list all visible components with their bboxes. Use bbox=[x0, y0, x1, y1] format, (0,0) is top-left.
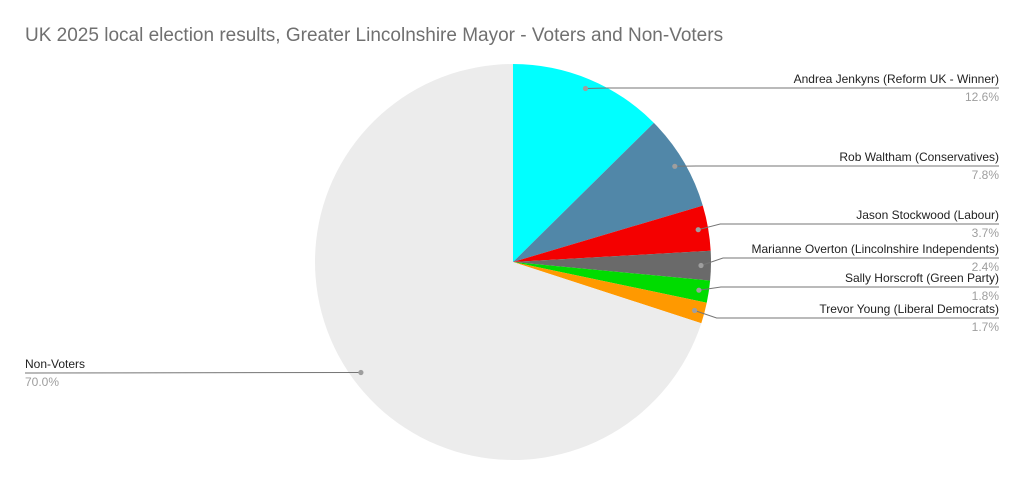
slice-label-andrea-jenkyns-reform-uk-winner: Andrea Jenkyns (Reform UK - Winner) bbox=[793, 72, 999, 86]
pie-slice-rob-waltham-conservatives[interactable] bbox=[513, 122, 703, 262]
slice-percent-trevor-young-liberal-democrats: 1.7% bbox=[971, 320, 999, 334]
leader-line-non-voters bbox=[24, 372, 361, 374]
pie-slice-marianne-overton-lincolnshire-independents[interactable] bbox=[513, 250, 711, 281]
leader-dot-trevor-young-liberal-democrats bbox=[692, 307, 698, 314]
pie-slice-sally-horscroft-green-party[interactable] bbox=[513, 262, 711, 303]
leader-line-marianne-overton-lincolnshire-independents bbox=[700, 257, 999, 266]
slice-percent-non-voters: 70.0% bbox=[25, 375, 60, 389]
leader-line-trevor-young-liberal-democrats bbox=[694, 310, 999, 319]
slice-percent-rob-waltham-conservatives: 7.8% bbox=[971, 168, 999, 182]
leader-dot-jason-stockwood-labour bbox=[695, 227, 701, 233]
slice-percent-marianne-overton-lincolnshire-independents: 2.4% bbox=[971, 260, 999, 274]
leader-line-sally-horscroft-green-party bbox=[698, 286, 999, 291]
slice-label-trevor-young-liberal-democrats: Trevor Young (Liberal Democrats) bbox=[819, 302, 999, 316]
slice-label-jason-stockwood-labour: Jason Stockwood (Labour) bbox=[856, 208, 999, 222]
leader-line-andrea-jenkyns-reform-uk-winner bbox=[585, 87, 999, 89]
pie-slice-trevor-young-liberal-democrats[interactable] bbox=[513, 262, 707, 324]
chart-title: UK 2025 local election results, Greater … bbox=[25, 25, 724, 46]
slice-percent-sally-horscroft-green-party: 1.8% bbox=[971, 289, 999, 303]
slice-percent-jason-stockwood-labour: 3.7% bbox=[971, 226, 999, 240]
slice-label-rob-waltham-conservatives: Rob Waltham (Conservatives) bbox=[839, 150, 999, 164]
leader-dot-sally-horscroft-green-party bbox=[696, 287, 702, 293]
slice-percent-andrea-jenkyns-reform-uk-winner: 12.6% bbox=[964, 90, 999, 104]
leader-dot-marianne-overton-lincolnshire-independents bbox=[698, 262, 704, 269]
leader-dot-rob-waltham-conservatives bbox=[672, 163, 678, 169]
leader-line-jason-stockwood-labour bbox=[698, 223, 999, 231]
pie-slice-andrea-jenkyns-reform-uk-winner[interactable] bbox=[513, 64, 654, 262]
slice-label-marianne-overton-lincolnshire-independents: Marianne Overton (Lincolnshire Independe… bbox=[751, 242, 999, 256]
pie-slice-non-voters[interactable] bbox=[315, 63, 702, 460]
slice-label-sally-horscroft-green-party: Sally Horscroft (Green Party) bbox=[844, 271, 999, 285]
slice-label-non-voters: Non-Voters bbox=[25, 357, 86, 371]
pie-slice-jason-stockwood-labour[interactable] bbox=[513, 205, 711, 262]
leader-dot-non-voters bbox=[358, 369, 364, 376]
leader-dot-andrea-jenkyns-reform-uk-winner bbox=[582, 85, 589, 92]
